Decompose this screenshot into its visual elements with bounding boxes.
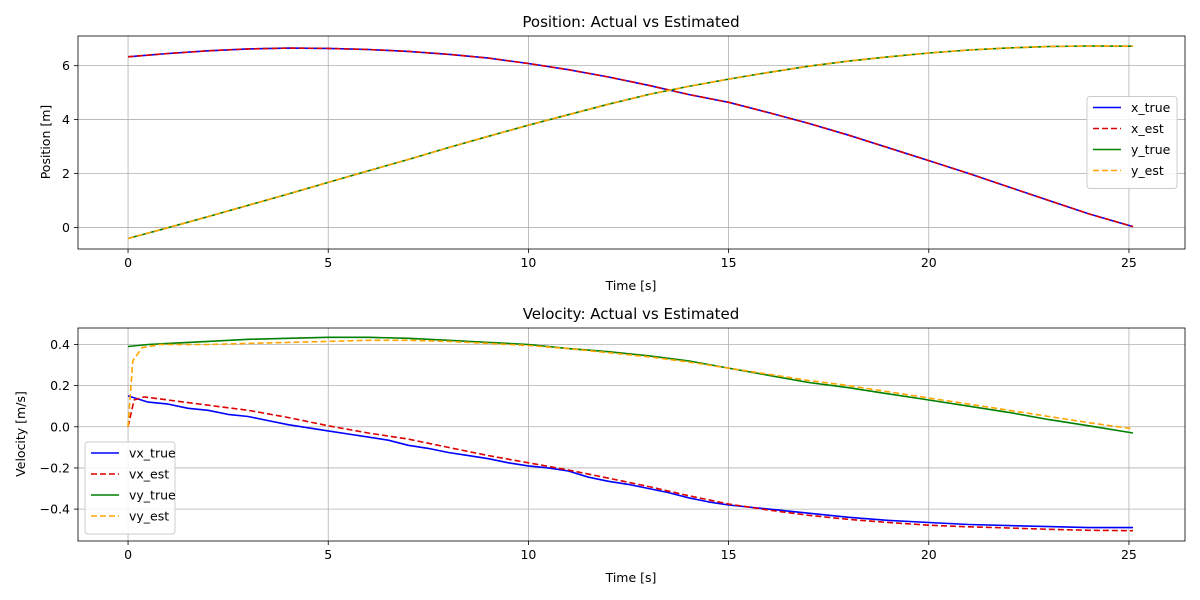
position-axes-frame: [77, 35, 1186, 250]
position-y-tick-label: 0: [62, 220, 70, 235]
velocity-x-tick-label: 25: [1121, 547, 1137, 562]
velocity-legend: vx_true vx_est vy_true vy_est: [84, 441, 176, 535]
velocity-ticks: 0 5 10 15 20 25 −0.4 −0.2 0.0 0.2 0.4: [40, 337, 1137, 562]
series-line-y-est: [127, 45, 1134, 240]
velocity-y-tick-label: 0.4: [50, 337, 70, 352]
legend-label-y-est: y_est: [1131, 163, 1164, 178]
position-y-tick-label: 2: [62, 166, 70, 181]
velocity-y-tick-label: −0.4: [40, 502, 70, 517]
velocity-y-tick-label: −0.2: [40, 460, 70, 475]
position-y-tick-label: 6: [62, 58, 70, 73]
legend-label-vx-true: vx_true: [129, 446, 176, 461]
position-x-tick-label: 15: [721, 255, 737, 270]
velocity-axes-frame: [77, 327, 1186, 542]
series-line-vy-est: [127, 339, 1134, 430]
velocity-series: [127, 336, 1134, 532]
position-ticks: 0 5 10 15 20 25 0 2 4 6: [62, 58, 1137, 270]
legend-label-vy-true: vy_true: [129, 488, 176, 503]
velocity-x-tick-label: 0: [124, 547, 132, 562]
velocity-x-tick-label: 5: [324, 547, 332, 562]
position-x-axis-label: Time [s]: [605, 278, 657, 293]
legend-label-x-est: x_est: [1131, 121, 1164, 136]
series-line-vx-est: [127, 396, 1134, 532]
series-line-vy-true: [127, 336, 1134, 434]
velocity-y-tick-label: 0.2: [50, 378, 70, 393]
position-y-axis-label: Position [m]: [38, 105, 53, 180]
velocity-x-tick-label: 20: [921, 547, 937, 562]
position-y-tick-label: 4: [62, 112, 70, 127]
legend-label-vx-est: vx_est: [129, 467, 169, 482]
velocity-chart-title: Velocity: Actual vs Estimated: [523, 305, 740, 323]
position-chart-title: Position: Actual vs Estimated: [522, 13, 739, 31]
legend-label-y-true: y_true: [1131, 142, 1171, 157]
series-line-x-est: [127, 47, 1134, 228]
series-line-vx-true: [127, 395, 1133, 529]
velocity-x-tick-label: 10: [520, 547, 536, 562]
position-grid: [78, 36, 1185, 249]
velocity-panel: Velocity: Actual vs Estimated 0 5 10 15 20 25…: [13, 305, 1186, 585]
velocity-x-tick-label: 15: [721, 547, 737, 562]
position-x-tick-label: 10: [520, 255, 536, 270]
legend-label-vy-est: vy_est: [129, 509, 169, 524]
position-panel: Position: Actual vs Estimated 0 5 10 15 20 25…: [38, 13, 1186, 293]
position-x-tick-label: 25: [1121, 255, 1137, 270]
position-x-tick-label: 0: [124, 255, 132, 270]
velocity-legend-box: [84, 441, 176, 535]
velocity-y-tick-label: 0.0: [50, 419, 70, 434]
velocity-y-axis-label: Velocity [m/s]: [13, 391, 28, 477]
velocity-x-axis-label: Time [s]: [605, 570, 657, 585]
position-x-tick-label: 20: [921, 255, 937, 270]
position-x-tick-label: 5: [324, 255, 332, 270]
position-legend: x_true x_est y_true y_est: [1086, 96, 1178, 189]
position-legend-box: [1086, 96, 1178, 189]
position-series: [127, 45, 1134, 240]
velocity-grid: [78, 328, 1185, 541]
legend-label-x-true: x_true: [1131, 100, 1171, 115]
